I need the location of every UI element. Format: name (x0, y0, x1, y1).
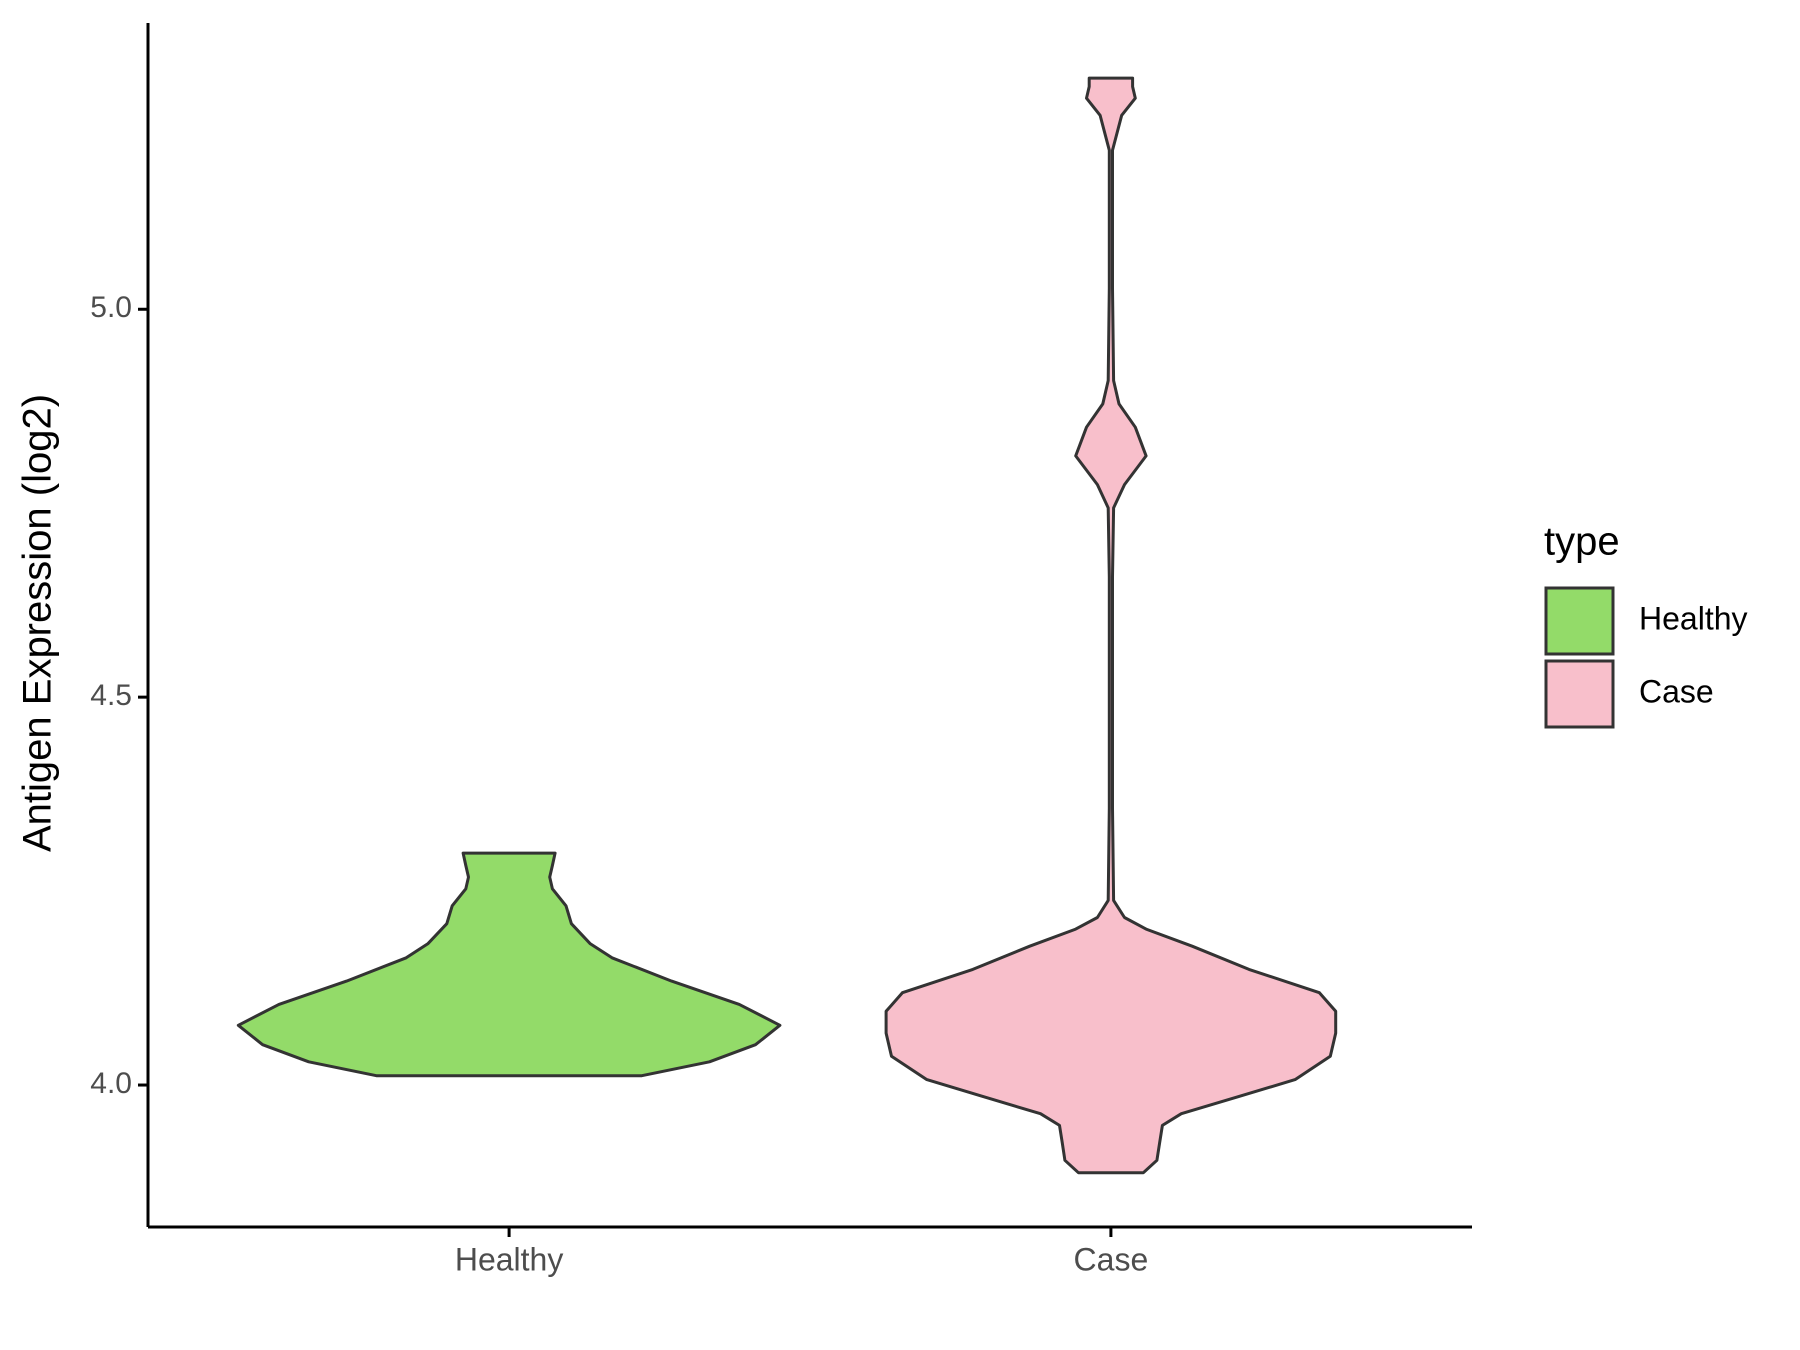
legend-key (1544, 659, 1615, 729)
x-tick-label: Case (1074, 1241, 1149, 1277)
violin (236, 851, 782, 1078)
x-tick-label: Healthy (455, 1241, 564, 1277)
legend-label: Case (1639, 673, 1714, 709)
y-axis-title: Antigen Expression (log2) (16, 394, 60, 852)
y-tick-label: 5.0 (90, 291, 132, 324)
y-tick-label: 4.0 (90, 1067, 132, 1100)
y-tick-label: 4.5 (90, 679, 132, 712)
legend-key (1544, 586, 1615, 656)
legend-title: type (1544, 520, 1620, 564)
legend-label: Healthy (1639, 600, 1748, 636)
violin (884, 76, 1338, 1175)
